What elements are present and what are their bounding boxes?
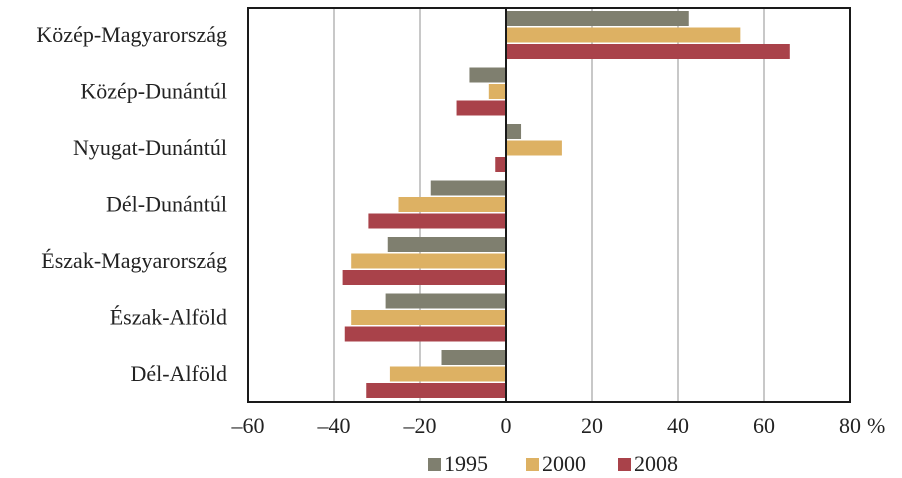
bar-1995-6 (441, 350, 506, 365)
x-tick-label: –20 (403, 413, 437, 438)
bar-2000-5 (351, 310, 506, 325)
bar-2000-1 (488, 84, 506, 99)
bar-1995-3 (430, 180, 506, 196)
bar-1995-2 (506, 124, 522, 139)
x-tick-label: 60 (753, 413, 775, 438)
category-label: Közép-Dunántúl (80, 79, 227, 104)
bar-1995-4 (387, 237, 506, 252)
legend-swatch-1995 (428, 458, 441, 471)
bar-1995-5 (385, 293, 506, 309)
category-label: Dél-Dunántúl (106, 192, 227, 217)
x-tick-label: 80 (839, 413, 861, 438)
bar-1995-0 (506, 11, 689, 26)
legend-label-2008: 2008 (634, 451, 678, 476)
bars (342, 11, 790, 398)
bar-2008-2 (495, 157, 506, 172)
legend-swatch-2000 (526, 458, 539, 471)
x-tick-label: –40 (317, 413, 351, 438)
x-tick-label: –60 (231, 413, 265, 438)
bar-2000-4 (351, 253, 506, 269)
x-tick-label: 0 (501, 413, 512, 438)
legend: 1995 2000 2008 (428, 451, 678, 476)
bar-2000-0 (506, 27, 741, 43)
bar-2008-5 (344, 326, 506, 342)
x-unit-label: % (867, 413, 885, 438)
legend-swatch-2008 (618, 458, 631, 471)
bar-2000-3 (398, 197, 506, 212)
x-tick-labels: –60 –40 –20 0 20 40 60 80 (231, 413, 862, 438)
category-label: Dél-Alföld (130, 361, 227, 386)
category-labels: Közép-Magyarország Közép-Dunántúl Nyugat-D… (36, 22, 227, 386)
bar-1995-1 (469, 67, 506, 83)
category-label: Közép-Magyarország (36, 22, 227, 47)
bar-2008-0 (506, 44, 790, 59)
category-label: Észak-Magyarország (41, 248, 227, 273)
category-label: Észak-Alföld (110, 305, 227, 330)
bar-2008-6 (366, 383, 506, 398)
plot-area-frame (247, 7, 851, 403)
bar-2008-3 (368, 213, 506, 229)
bar-2008-4 (342, 270, 506, 285)
bar-2000-6 (389, 366, 506, 382)
bar-2000-2 (506, 140, 562, 156)
bar-2008-1 (456, 100, 506, 116)
x-tick-label: 20 (581, 413, 603, 438)
category-label: Nyugat-Dunántúl (73, 135, 227, 160)
legend-label-2000: 2000 (542, 451, 586, 476)
x-tick-label: 40 (667, 413, 689, 438)
legend-label-1995: 1995 (444, 451, 488, 476)
